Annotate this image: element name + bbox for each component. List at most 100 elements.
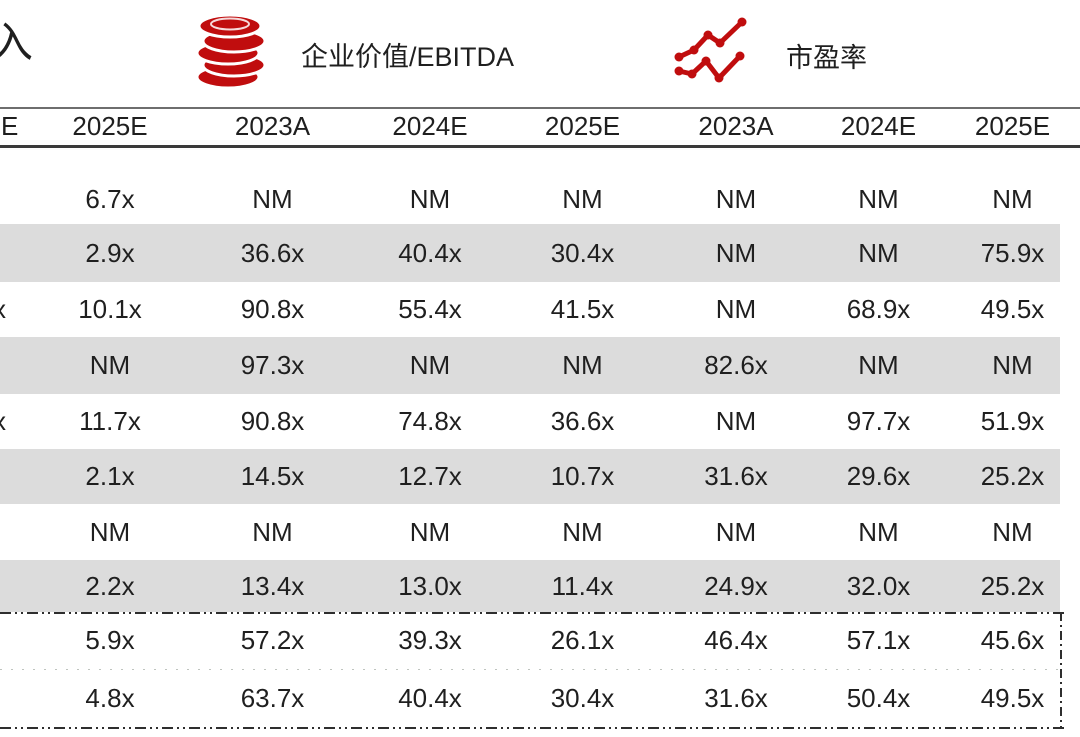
table-cell: 10.7x xyxy=(550,461,615,491)
table-cell: 57.1x xyxy=(846,625,911,655)
table-cell: NM xyxy=(992,350,1033,380)
table-cell xyxy=(0,669,30,727)
table-cell: NM xyxy=(252,184,293,215)
table-cell: NM xyxy=(858,516,899,547)
table-body: 6.7x NM NM NM NM NM NM 2.9x 36.6x 40.4x 30.4x NM NM 7… xyxy=(0,146,1080,727)
table-cell: NM xyxy=(562,184,603,215)
table-cell: 2.1x xyxy=(85,461,135,491)
header-cell-2023A: 2023A xyxy=(190,107,355,148)
table-cell xyxy=(0,337,30,394)
table-cell: 6.7x xyxy=(85,184,135,215)
table-cell: NM xyxy=(715,184,757,215)
table-cell: 50.4x xyxy=(846,682,911,713)
table-cell: NM xyxy=(252,516,293,547)
table-cell: 13.4x xyxy=(240,570,305,601)
table-cell: NM xyxy=(89,516,131,547)
table-cell: NM xyxy=(89,350,131,380)
table-cell: 75.9x xyxy=(980,237,1045,268)
table-row: 2.2x 13.4x 13.0x 11.4x 24.9x 32.0x 25.2x xyxy=(0,560,1080,612)
valuation-multiples-table: E 2025E 2023A 2024E 2025E 2023A 2024E 2025E 6.7… xyxy=(0,107,1080,727)
summary-box-right-rule xyxy=(1060,612,1062,729)
table-cell: 51.9x xyxy=(980,406,1045,436)
header-cell-2024E: 2024E xyxy=(812,107,945,148)
table-cell: 68.9x xyxy=(846,294,911,324)
table-cell: 25.2x xyxy=(980,461,1045,491)
summary-row: 5.9x 57.2x 39.3x 26.1x 46.4x 57.1x 45.6x xyxy=(0,612,1080,669)
table-row: NM 97.3x NM NM 82.6x NM NM xyxy=(0,337,1080,394)
table-cell: 63.7x xyxy=(240,682,305,713)
header-row: E 2025E 2023A 2024E 2025E 2023A 2024E 2025E xyxy=(0,107,1080,148)
table-cell: NM xyxy=(562,516,603,547)
table-cell: 24.9x xyxy=(704,570,768,601)
table-cell: x xyxy=(0,282,30,337)
table-cell: 11.4x xyxy=(551,570,614,601)
table-cell: 14.5x xyxy=(240,461,305,491)
table-row: NM NM NM NM NM NM NM xyxy=(0,504,1080,560)
table-cell: 26.1x xyxy=(550,625,615,655)
table-cell: 97.3x xyxy=(240,350,305,380)
header-cell-cropped: E xyxy=(0,107,30,148)
summary-box-top-rule xyxy=(0,612,1066,614)
table-cell: 82.6x xyxy=(704,350,768,380)
table-cell: 12.7x xyxy=(398,461,462,491)
table-cell: 40.4x xyxy=(398,237,462,268)
table-row: 2.9x 36.6x 40.4x 30.4x NM NM 75.9x xyxy=(0,224,1080,282)
table-cell: 39.3x xyxy=(398,625,462,655)
table-cell: 36.6x xyxy=(240,237,305,268)
table-cell xyxy=(0,560,30,612)
table-cell: 46.4x xyxy=(704,625,768,655)
summary-row-separator xyxy=(0,669,1058,670)
table-cell: 13.0x xyxy=(398,570,462,601)
table-row: x 11.7x 90.8x 74.8x 36.6x NM 97.7x 51.9x xyxy=(0,394,1080,449)
table-cell: NM xyxy=(858,184,899,215)
table-cell: 30.4x xyxy=(550,682,615,713)
table-cell xyxy=(0,449,30,504)
header-cell-2025E: 2025E xyxy=(945,107,1080,148)
table-cell: 41.5x xyxy=(550,294,615,324)
table-cell: NM xyxy=(715,294,757,324)
table-cell: 30.4x xyxy=(550,237,615,268)
table-cell: 90.8x xyxy=(240,294,305,324)
cropped-left-label: 入 xyxy=(0,19,34,66)
table-cell: 97.7x xyxy=(846,406,911,436)
table-cell: NM xyxy=(715,237,757,268)
header-cell-2025E: 2025E xyxy=(30,107,190,148)
header-cell-2024E: 2024E xyxy=(355,107,505,148)
table-cell: NM xyxy=(858,350,899,380)
table-cell: NM xyxy=(409,184,451,215)
table-cell xyxy=(0,146,30,224)
table-cell: NM xyxy=(409,516,451,547)
line-chart-icon xyxy=(674,17,747,83)
coins-icon xyxy=(195,13,267,90)
table-row: x 10.1x 90.8x 55.4x 41.5x NM 68.9x 49.5x xyxy=(0,282,1080,337)
table-cell: 55.4x xyxy=(398,294,462,324)
table-cell: 5.9x xyxy=(85,625,135,655)
table-header: E 2025E 2023A 2024E 2025E 2023A 2024E 2025E xyxy=(0,107,1080,148)
table-cell: 49.5x xyxy=(980,294,1045,324)
table-row: 6.7x NM NM NM NM NM NM xyxy=(0,146,1080,224)
table-cell: NM xyxy=(858,237,899,268)
table-cell: NM xyxy=(992,184,1033,215)
header-cell-2023A: 2023A xyxy=(660,107,812,148)
table-cell: 36.6x xyxy=(550,406,615,436)
table-cell: 45.6x xyxy=(980,625,1045,655)
header-cell-2025E: 2025E xyxy=(505,107,660,148)
table-cell xyxy=(0,612,30,669)
ev-ebitda-legend xyxy=(192,8,268,92)
summary-box-bottom-rule xyxy=(0,727,1066,729)
table-cell: 25.2x xyxy=(980,570,1045,601)
table-cell: 11.7x xyxy=(79,406,141,436)
ev-ebitda-label: 企业价值/EBITDA xyxy=(301,42,515,72)
table-cell: 29.6x xyxy=(846,461,911,491)
table-cell: 4.8x xyxy=(85,682,135,713)
table-cell: 2.2x xyxy=(85,570,135,601)
table-cell xyxy=(0,504,30,560)
table-cell xyxy=(0,224,30,282)
table-cell: 2.9x xyxy=(85,237,135,268)
summary-row: 4.8x 63.7x 40.4x 30.4x 31.6x 50.4x 49.5x xyxy=(0,669,1080,727)
table-cell: 90.8x xyxy=(240,406,305,436)
table-cell: x xyxy=(0,394,30,449)
table-cell: 57.2x xyxy=(240,625,305,655)
table-row: 2.1x 14.5x 12.7x 10.7x 31.6x 29.6x 25.2x xyxy=(0,449,1080,504)
table-cell: NM xyxy=(409,350,451,380)
